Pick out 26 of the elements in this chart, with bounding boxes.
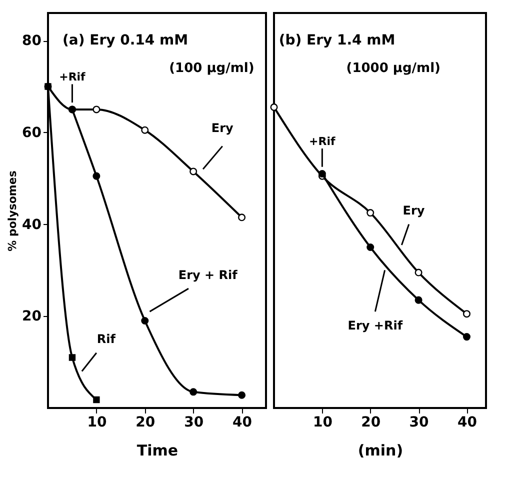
text: (b) Ery 1.4 mM [278, 32, 396, 49]
x-tick-label: 10 [312, 414, 333, 430]
text: Ery [211, 120, 234, 135]
x-tick-label: 10 [87, 414, 107, 430]
series-label: Rif [96, 332, 116, 346]
x-axis-title: Time [136, 442, 178, 460]
text: (100 μg/ml) [169, 61, 254, 76]
text: (1000 μg/ml) [346, 61, 440, 76]
y-tick-label: 20 [22, 308, 42, 325]
x-tick-label: 40 [457, 414, 478, 430]
x-tick-label: 40 [232, 414, 252, 430]
series-label: Ery +Rif [348, 318, 404, 332]
y-tick-label: 80 [22, 33, 42, 50]
y-axis-title: % polysomes [6, 170, 20, 252]
y-tick-label: 60 [22, 124, 42, 141]
x-tick-label: 20 [361, 414, 381, 430]
x-axis-title: (min) [358, 442, 404, 460]
x-tick-label: 30 [184, 414, 204, 430]
text: (a) Ery 0.14 mM [62, 32, 188, 49]
series-label: Ery [402, 204, 425, 218]
text: Ery + Rif [178, 268, 238, 282]
x-tick-label: 20 [136, 414, 156, 430]
annotation: +Rif [59, 70, 86, 84]
x-tick-label: 30 [409, 414, 430, 430]
y-tick-label: 40 [22, 216, 42, 233]
annotation: +Rif [309, 134, 336, 148]
